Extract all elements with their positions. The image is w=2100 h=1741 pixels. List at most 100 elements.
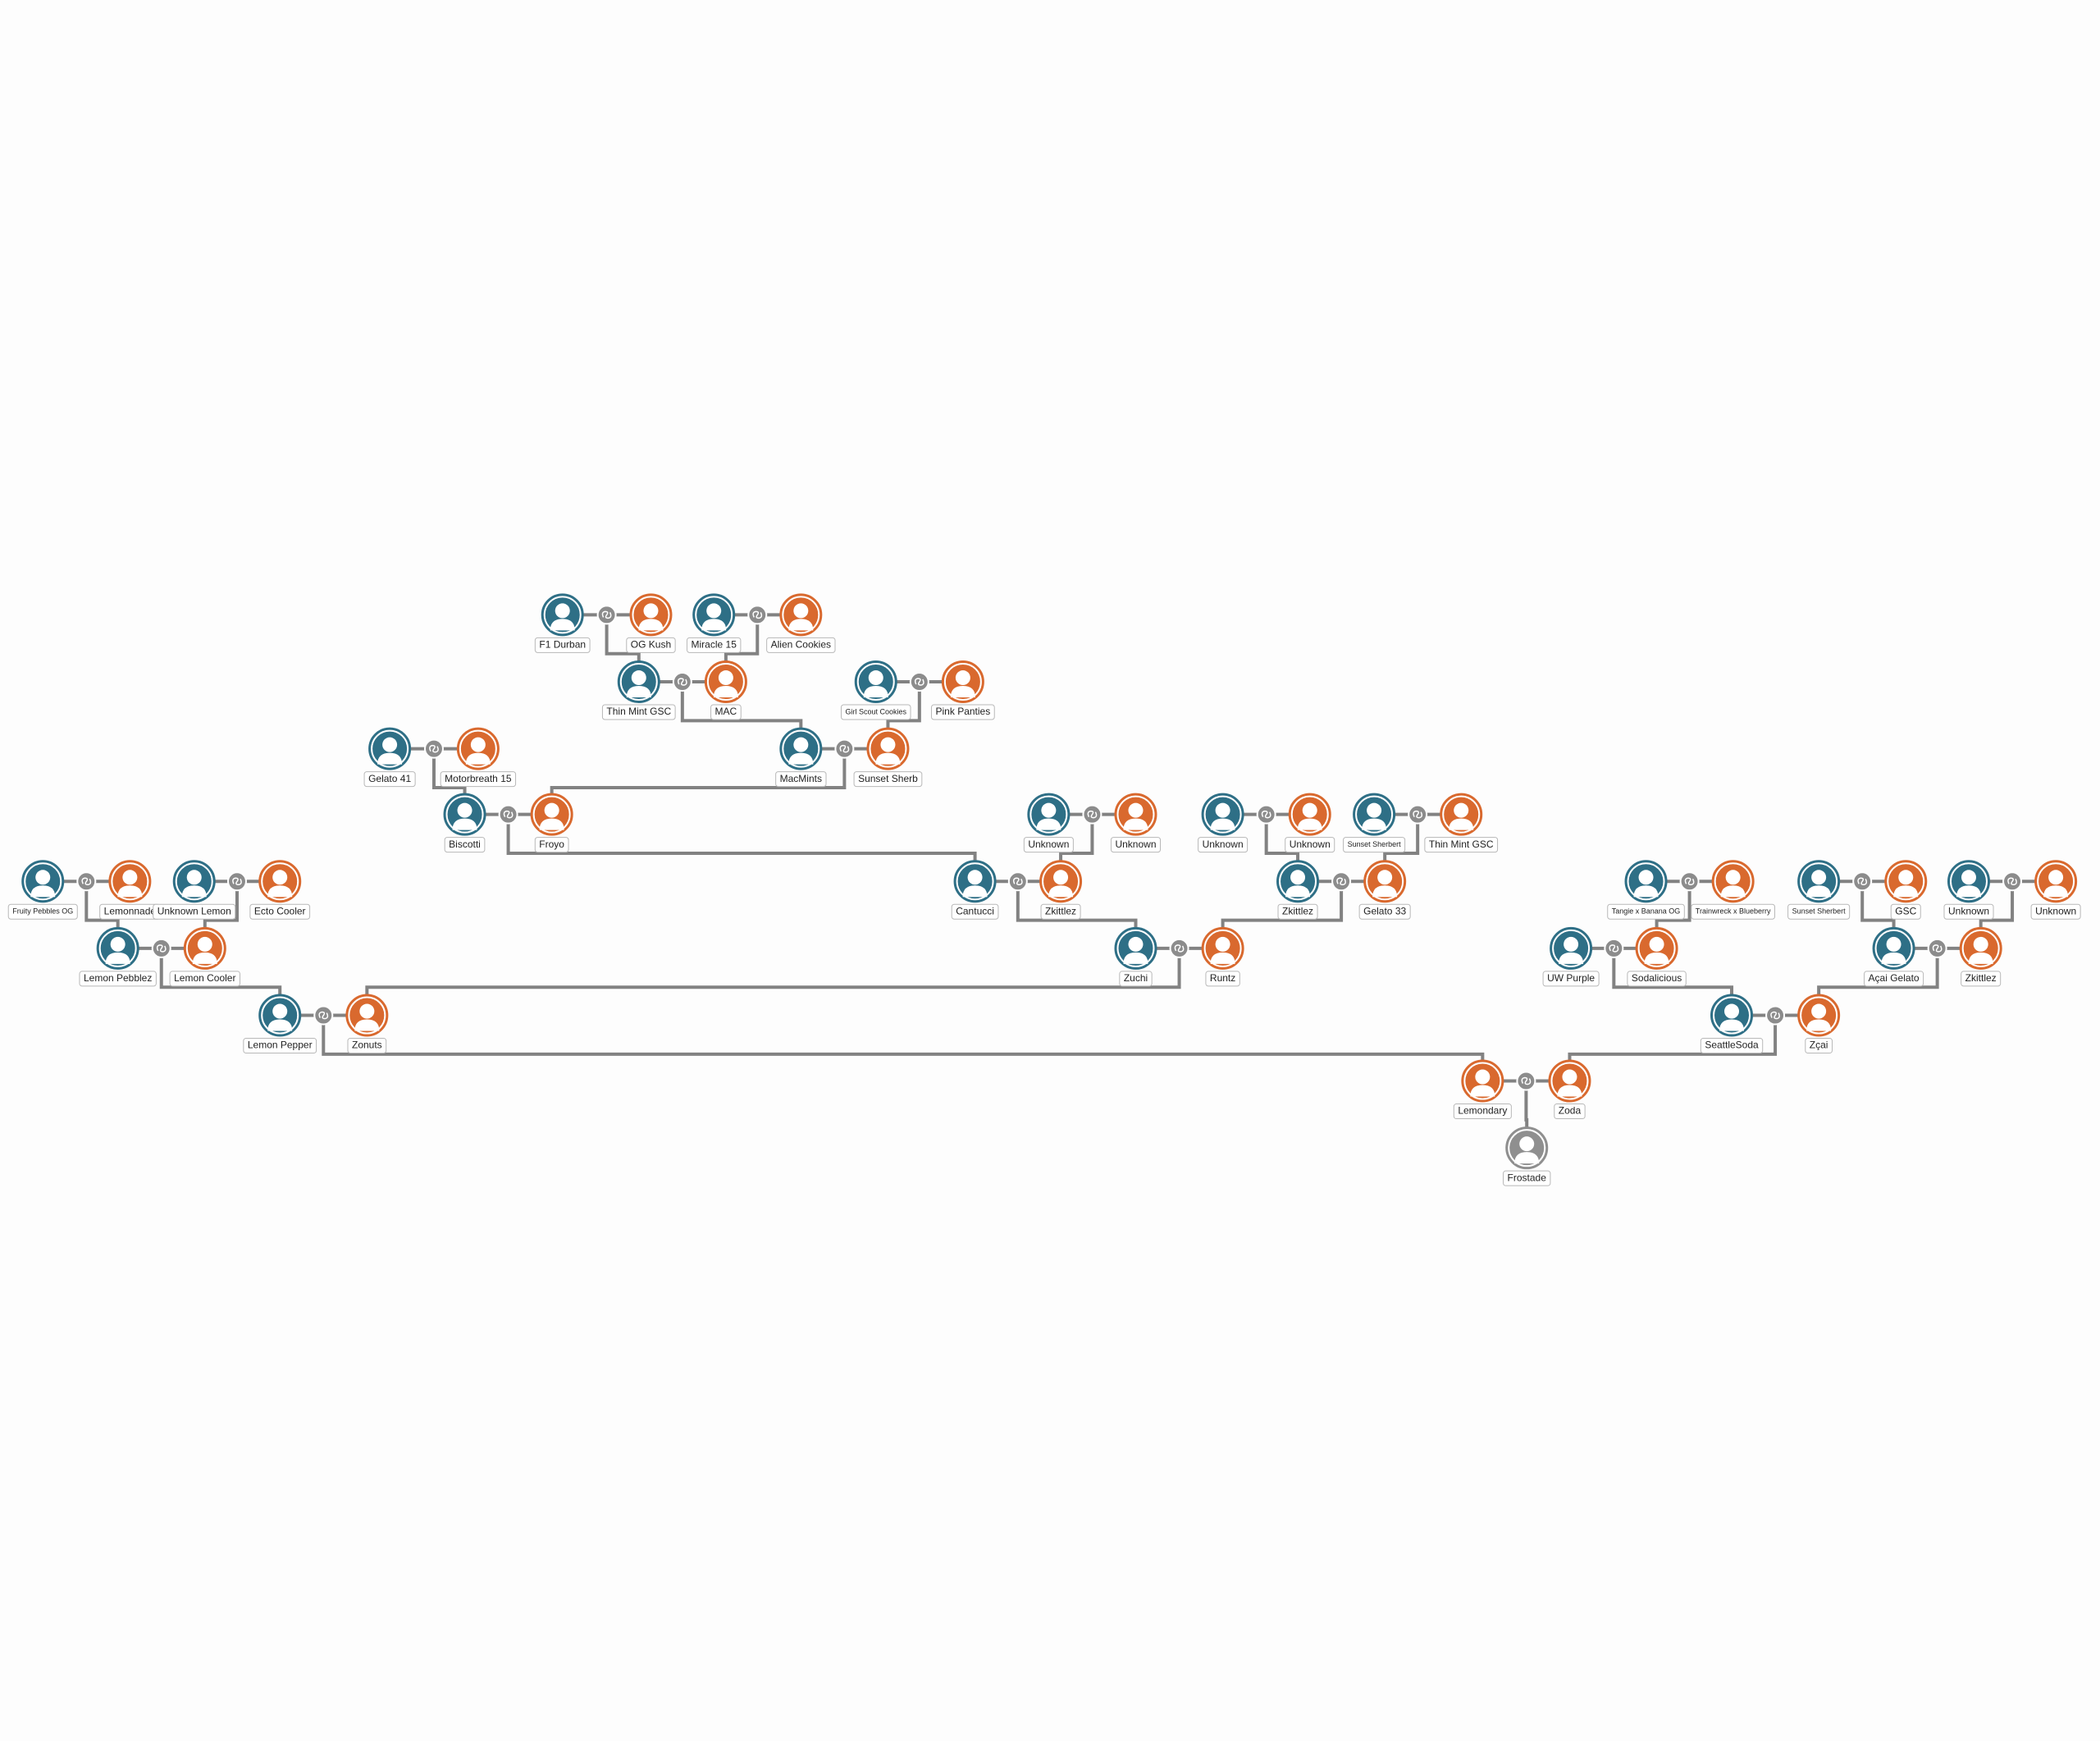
avatar-body (1372, 885, 1398, 898)
person[interactable]: Unknown (1943, 860, 1994, 920)
avatar-head (122, 870, 138, 885)
person[interactable]: UW Purple (1542, 926, 1600, 987)
avatar-ring (619, 663, 658, 701)
union-icon (839, 744, 850, 753)
person[interactable]: GSC (1884, 860, 1928, 920)
child-link (1860, 881, 1896, 928)
avatar-head (1811, 1003, 1827, 1019)
person[interactable]: Lemon Pebblez (79, 926, 157, 987)
person-label: Lemondary (1458, 1105, 1507, 1117)
person[interactable]: F1 Durban (534, 593, 591, 653)
person[interactable]: Pink Panties (931, 660, 995, 720)
label-box (1343, 837, 1406, 853)
person[interactable]: Unknown (2030, 860, 2081, 920)
avatar-body (1559, 952, 1584, 964)
avatar-ring (1714, 862, 1752, 901)
label-box (766, 637, 836, 653)
person[interactable]: Miracle 15 (687, 593, 742, 653)
union-icon (1684, 877, 1695, 886)
person[interactable]: Sunset Sherbert (1343, 793, 1406, 853)
person[interactable]: Sunset Sherbert (1787, 860, 1851, 920)
child-link (886, 682, 921, 729)
person-label: Biscotti (449, 839, 481, 850)
avatar-body (1968, 952, 1993, 964)
person[interactable]: Zoda (1548, 1059, 1591, 1120)
label-box (1890, 903, 1921, 920)
label-box (1453, 1104, 1512, 1120)
avatar-head (1053, 870, 1069, 885)
avatar-ring (24, 862, 62, 901)
person[interactable]: OG Kush (626, 593, 676, 653)
avatar-head (1215, 936, 1230, 952)
person[interactable]: Zkittlez (1276, 860, 1320, 920)
avatar-body (1806, 1019, 1832, 1031)
person[interactable]: Unknown (1023, 793, 1074, 853)
person[interactable]: Gelato 41 (363, 727, 416, 788)
avatar-body (1719, 1019, 1745, 1031)
child-link (1568, 1015, 1778, 1061)
person[interactable]: Frostade (1503, 1126, 1551, 1186)
person[interactable]: Zkittlez (1959, 926, 2002, 987)
person[interactable]: Zonuts (345, 994, 389, 1054)
person[interactable]: Froyo (530, 793, 573, 853)
label-box (249, 903, 311, 920)
person[interactable]: Ecto Cooler (249, 860, 311, 920)
person[interactable]: Sunset Sherb (853, 727, 923, 788)
person[interactable]: Unknown (1285, 793, 1335, 853)
person[interactable]: Biscotti (443, 793, 486, 853)
label-box (687, 637, 742, 653)
label-box (1787, 903, 1851, 920)
avatar-head (1377, 870, 1393, 885)
person[interactable]: Thin Mint GSC (601, 660, 676, 720)
person[interactable]: Girl Scout Cookies (840, 660, 911, 720)
avatar-body (1210, 818, 1235, 830)
child-link (1817, 948, 1939, 995)
avatar-body (1048, 885, 1074, 898)
avatar-ring (1800, 996, 1838, 1035)
person[interactable]: Gelato 33 (1358, 860, 1411, 920)
label-box (1023, 837, 1074, 853)
person[interactable]: Unknown Lemon (153, 860, 236, 920)
avatar-ring (1713, 996, 1751, 1035)
avatar-ring (1961, 929, 2000, 967)
person[interactable]: Thin Mint GSC (1424, 793, 1499, 853)
person[interactable]: MAC (704, 660, 747, 720)
avatar-ring (632, 596, 670, 634)
person[interactable]: Unknown (1110, 793, 1162, 853)
avatar-body (1956, 885, 1981, 898)
person[interactable]: Lemondary (1453, 1059, 1512, 1120)
person-label: Trainwreck x Blueberry (1696, 907, 1771, 916)
person[interactable]: Trainwreck x Blueberry (1691, 860, 1776, 920)
person[interactable]: Runtz (1201, 926, 1244, 987)
person[interactable]: Lemonnade (99, 860, 161, 920)
label-box (1864, 971, 1924, 987)
avatar-body (1449, 818, 1474, 830)
person[interactable]: Zkittlez (1039, 860, 1083, 920)
person[interactable]: Açai Gelato (1864, 926, 1924, 987)
avatar-head (1215, 802, 1230, 818)
person[interactable]: Zuchi (1114, 926, 1157, 987)
child-link (550, 748, 847, 794)
person-label: Sunset Sherb (858, 773, 918, 784)
person[interactable]: SeattleSoda (1700, 994, 1764, 1054)
label-box (710, 704, 742, 720)
person[interactable]: Alien Cookies (766, 593, 836, 653)
person[interactable]: Cantucci (951, 860, 999, 920)
label-box (1691, 903, 1776, 920)
person[interactable]: Fruity Pebbles OG (7, 860, 78, 920)
person[interactable]: Motorbreath 15 (440, 727, 517, 788)
label-box (840, 704, 911, 720)
person[interactable]: Sodalicious (1627, 926, 1687, 987)
person[interactable]: Lemon Pepper (243, 994, 317, 1054)
person[interactable]: Unknown (1198, 793, 1249, 853)
person[interactable]: Tangie x Banana OG (1607, 860, 1685, 920)
child-link (84, 881, 120, 928)
avatar-head (382, 737, 398, 752)
person[interactable]: Lemon Cooler (169, 926, 240, 987)
child-link (1524, 1081, 1529, 1128)
label-box (7, 903, 78, 920)
child-link (680, 682, 803, 729)
person[interactable]: Zçai (1797, 994, 1841, 1054)
avatar-head (1564, 936, 1579, 952)
person[interactable]: MacMints (775, 727, 827, 788)
